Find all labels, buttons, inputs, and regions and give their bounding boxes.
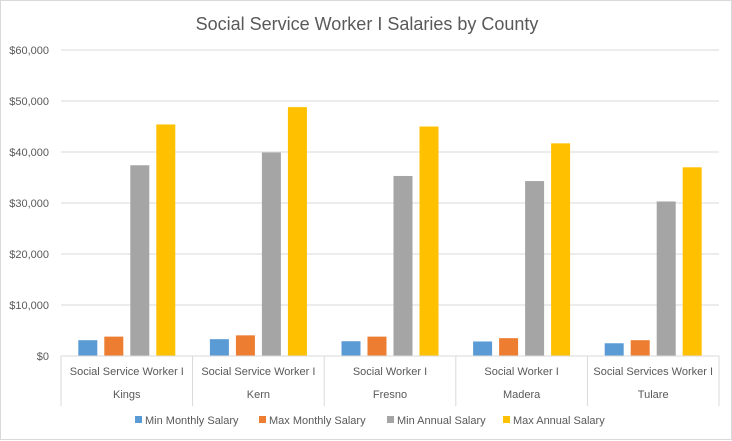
x-tick-label-county: Tulare — [638, 389, 669, 401]
y-tick-label: $40,000 — [9, 147, 49, 159]
bar — [235, 335, 255, 356]
legend-label: Max Monthly Salary — [269, 415, 366, 427]
bar — [341, 341, 361, 356]
bar — [287, 107, 307, 357]
bar — [261, 152, 281, 356]
y-tick-label: $50,000 — [9, 96, 49, 108]
y-tick-label: $0 — [37, 351, 49, 363]
x-tick-label-county: Kern — [247, 389, 270, 401]
y-tick-label: $10,000 — [9, 300, 49, 312]
x-tick-label-title: Social Worker I — [484, 366, 558, 378]
legend-label: Max Annual Salary — [513, 415, 605, 427]
y-tick-label: $20,000 — [9, 249, 49, 261]
legend-label: Min Monthly Salary — [145, 415, 239, 427]
y-tick-label: $60,000 — [9, 45, 49, 57]
bars — [78, 107, 702, 357]
bar — [525, 181, 545, 356]
bar — [78, 340, 98, 356]
x-tick-label-title: Social Services Worker I — [593, 366, 713, 378]
y-tick-label: $30,000 — [9, 198, 49, 210]
x-tick-label-county: Madera — [503, 389, 541, 401]
bar — [499, 338, 519, 356]
legend-swatch — [503, 416, 510, 423]
legend: Min Monthly Salary Max Monthly Salary Min … — [135, 415, 605, 427]
x-tick-label-title: Social Service Worker I — [201, 366, 315, 378]
bar — [156, 124, 176, 357]
x-tick-label-title: Social Worker I — [353, 366, 427, 378]
bar — [130, 165, 150, 356]
bar — [473, 341, 493, 356]
bar — [393, 175, 413, 356]
bar — [209, 339, 229, 356]
bar — [104, 336, 124, 356]
bar — [604, 343, 624, 356]
legend-label: Min Annual Salary — [397, 415, 486, 427]
chart-title: Social Service Worker I Salaries by Coun… — [196, 14, 539, 34]
x-tick-label-county: Fresno — [373, 389, 407, 401]
legend-swatch — [259, 416, 266, 423]
x-axis: Social Service Worker I Kings Social Servi… — [60, 355, 720, 406]
x-tick-label-county: Kings — [113, 389, 141, 401]
x-tick-label-title: Social Service Worker I — [70, 366, 184, 378]
bar — [630, 340, 650, 356]
legend-swatch — [387, 416, 394, 423]
y-axis-ticks: $0 $10,000 $20,000 $30,000 $40,000 $50,000 $60… — [9, 45, 49, 363]
bar — [682, 167, 702, 356]
bar — [656, 201, 676, 356]
bar — [419, 126, 439, 356]
bar — [367, 336, 387, 356]
legend-swatch — [135, 416, 142, 423]
bar — [551, 143, 571, 356]
